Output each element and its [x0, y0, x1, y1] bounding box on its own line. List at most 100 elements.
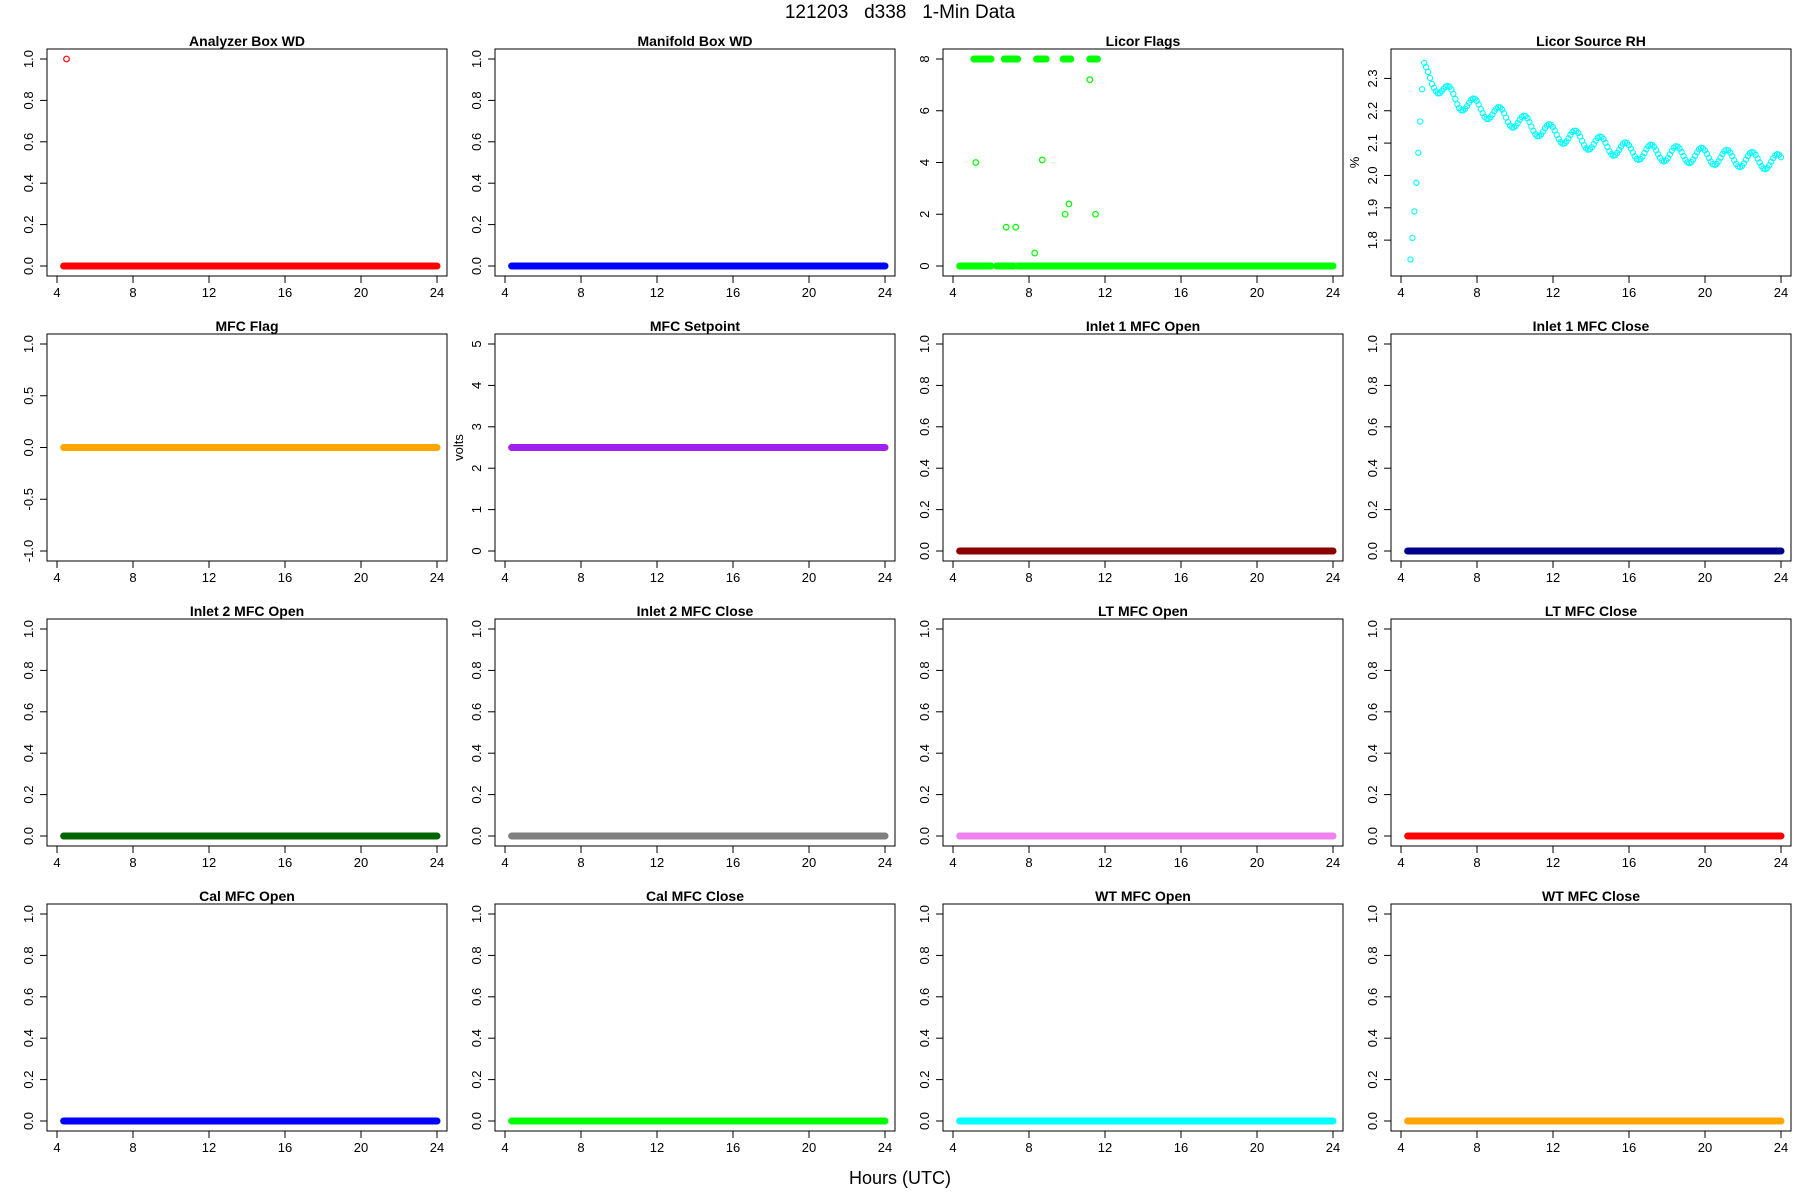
plot-frame: [494, 333, 896, 562]
y-tick-label: 0.8: [469, 91, 484, 109]
x-tick-label: 24: [430, 855, 444, 870]
data-point: [1563, 138, 1570, 145]
y-tick-label: 0.6: [1365, 418, 1380, 436]
x-tick-label: 12: [650, 855, 664, 870]
data-point: [1031, 249, 1039, 257]
x-tick-label: 16: [278, 570, 292, 585]
chart-panel: MFC Flag 4 8 12 16 20 24 -1.0 -0.5 0.0 0.5 1.0: [21, 318, 448, 585]
y-tick-label: 1.0: [469, 620, 484, 638]
x-tick-label: 12: [202, 855, 216, 870]
y-tick-label: 0.4: [1365, 744, 1380, 762]
y-tick-label: 0.6: [1365, 988, 1380, 1006]
x-tick-label: 8: [1473, 285, 1480, 300]
y-tick-label: 0.2: [21, 786, 36, 804]
x-tick-label: 24: [430, 570, 444, 585]
y-tick-label: 1.0: [469, 50, 484, 68]
x-tick-label: 16: [278, 1140, 292, 1155]
y-tick-label: 4: [469, 382, 484, 389]
y-axis-label: volts: [451, 434, 466, 461]
x-tick-label: 12: [1098, 285, 1112, 300]
data-point: [1514, 119, 1521, 127]
plot-frame: [46, 618, 448, 847]
y-tick-label: 0.2: [917, 1071, 932, 1089]
y-tick-label: 0.2: [917, 501, 932, 519]
y-tick-label: 0.6: [21, 703, 36, 721]
x-tick-label: 4: [53, 1140, 60, 1155]
y-tick-label: 0: [469, 547, 484, 554]
y-tick-label: 0.4: [21, 174, 36, 192]
data-point: [1086, 76, 1094, 84]
x-tick-label: 12: [1098, 570, 1112, 585]
x-tick-label: 20: [802, 855, 816, 870]
series-marks: [1407, 59, 1785, 263]
y-tick-label: 0.2: [469, 786, 484, 804]
x-tick-label: 12: [650, 285, 664, 300]
plot-frame: [494, 618, 896, 847]
x-tick-label: 20: [354, 285, 368, 300]
panel-title: Inlet 1 MFC Close: [1533, 318, 1650, 334]
x-tick-label: 4: [1397, 855, 1404, 870]
x-tick-label: 8: [577, 855, 584, 870]
y-tick-label: 4: [917, 159, 932, 166]
series-marks: [956, 55, 1337, 270]
y-tick-label: 0.2: [469, 1071, 484, 1089]
plot-frame: [46, 903, 448, 1132]
panel-title: Manifold Box WD: [637, 33, 752, 49]
y-tick-label: 0.6: [1365, 703, 1380, 721]
x-tick-label: 16: [726, 570, 740, 585]
plot-frame: [942, 333, 1344, 562]
y-tick-label: 2: [469, 465, 484, 472]
y-tick-label: 0.0: [21, 438, 36, 456]
x-tick-label: 24: [1326, 570, 1340, 585]
x-tick-label: 24: [878, 855, 892, 870]
plot-frame: [942, 903, 1344, 1132]
data-point: [1555, 135, 1562, 143]
panel-title: Inlet 2 MFC Close: [637, 603, 754, 619]
panel-title: Analyzer Box WD: [189, 33, 305, 49]
data-point: [63, 55, 70, 63]
x-tick-label: 4: [53, 285, 60, 300]
x-tick-label: 20: [802, 285, 816, 300]
x-tick-label: 24: [1774, 1140, 1788, 1155]
data-point: [1651, 143, 1658, 151]
y-tick-label: 0.2: [21, 216, 36, 234]
plot-frame: [1390, 903, 1792, 1132]
x-tick-label: 4: [1397, 285, 1404, 300]
y-tick-label: 2.0: [1365, 166, 1380, 184]
y-tick-label: 0.6: [21, 133, 36, 151]
y-tick-label: 6: [917, 107, 932, 114]
x-tick-label: 24: [1774, 855, 1788, 870]
series-marks: [60, 55, 441, 270]
data-point: [1777, 154, 1785, 161]
x-tick-label: 12: [202, 570, 216, 585]
data-point: [1614, 149, 1621, 157]
x-tick-label: 20: [354, 855, 368, 870]
y-tick-label: 0.8: [469, 661, 484, 679]
data-point: [1407, 256, 1414, 263]
x-tick-label: 8: [577, 570, 584, 585]
x-tick-label: 4: [949, 855, 956, 870]
x-tick-label: 12: [650, 570, 664, 585]
x-tick-label: 24: [430, 285, 444, 300]
x-tick-label: 4: [501, 285, 508, 300]
plot-frame: [942, 48, 1344, 277]
x-tick-label: 12: [1546, 570, 1560, 585]
y-tick-label: 0.2: [1365, 786, 1380, 804]
x-tick-label: 20: [354, 1140, 368, 1155]
y-tick-label: 0.6: [917, 703, 932, 721]
y-tick-label: 0.5: [21, 387, 36, 405]
panel-title: Cal MFC Open: [199, 888, 295, 904]
x-tick-label: 4: [501, 855, 508, 870]
x-tick-label: 20: [802, 1140, 816, 1155]
x-tick-label: 20: [1250, 570, 1264, 585]
x-tick-label: 4: [949, 1140, 956, 1155]
y-tick-label: 1.9: [1365, 199, 1380, 217]
y-tick-label: 0.8: [21, 946, 36, 964]
y-tick-label: 1.0: [21, 905, 36, 923]
panel-title: Inlet 2 MFC Open: [190, 603, 304, 619]
figure-title: 121203 d338 1-Min Data: [784, 2, 1016, 23]
y-tick-label: 1.0: [21, 620, 36, 638]
y-tick-label: 0.8: [21, 91, 36, 109]
data-point: [1426, 74, 1434, 82]
